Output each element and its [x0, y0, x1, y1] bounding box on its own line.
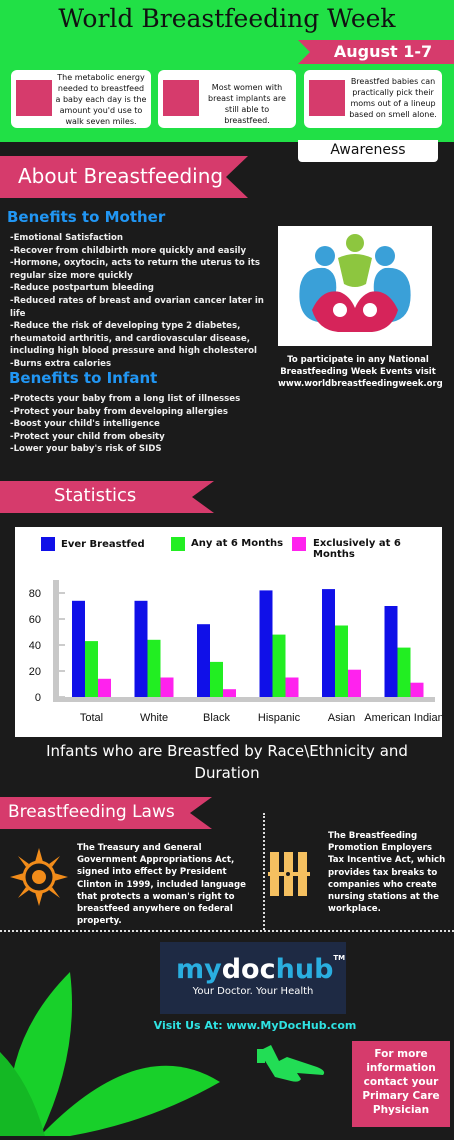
legend-swatch-ever: [41, 537, 55, 551]
laws-heading: Breastfeeding Laws: [8, 802, 175, 822]
x-tick-label: Black: [203, 712, 230, 724]
awareness-label: Awareness: [330, 142, 406, 158]
x-tick-label: Hispanic: [258, 712, 301, 724]
legend-label-ever: Ever Breastfed: [61, 539, 145, 550]
date-ribbon: [298, 40, 454, 64]
fact-card-1: The metabolic energy needed to breastfee…: [11, 70, 151, 128]
list-item: -Reduce postpartum bleeding: [10, 283, 154, 294]
law-1-text: The Treasury and General Government Appr…: [77, 843, 246, 927]
y-tick-label: 40: [29, 640, 41, 652]
laws-ribbon: [0, 797, 212, 829]
bar-1-5: [397, 647, 411, 697]
mydochub-logo[interactable]: mydochubTM Your Doctor. Your Health: [160, 942, 346, 1014]
x-axis-line: [53, 697, 435, 702]
fact-bullet-square: [16, 80, 52, 116]
brand-tagline: Your Doctor. Your Health: [192, 986, 314, 997]
y-tick-label: 20: [29, 666, 41, 678]
x-tick-label: Asian: [328, 712, 356, 724]
nursing-station-icon: [268, 850, 318, 902]
list-item: -Hormone, oxytocin, acts to return the u…: [10, 258, 260, 281]
list-item: -Burns extra calories: [10, 358, 112, 369]
bar-2-2: [223, 689, 236, 697]
list-item: -Protect your child from obesity: [10, 431, 165, 442]
legend-label-excl6: Exclusively at 6 Months: [313, 538, 401, 560]
mother-list: -Emotional Satisfaction -Recover from ch…: [10, 232, 272, 371]
about-ribbon: [0, 156, 248, 198]
list-item: -Reduce the risk of developing type 2 di…: [10, 321, 257, 357]
sunburst-icon: [10, 848, 68, 910]
bar-2-0: [98, 678, 111, 697]
breastfeeding-logo: [278, 226, 432, 346]
fact-text: Most women with breast implants are stil…: [208, 83, 286, 125]
page-title: World Breastfeeding Week: [58, 4, 396, 33]
list-item: -Reduced rates of breast and ovarian can…: [10, 295, 264, 319]
awareness-tab: [298, 140, 438, 162]
mother-heading: Benefits to Mother: [7, 208, 166, 226]
fact-card-3: Breastfed babies can practically pick th…: [304, 70, 442, 128]
bar-0-4: [322, 589, 335, 697]
bar-0-3: [259, 590, 273, 697]
list-item: -Lower your baby's risk of SIDS: [10, 444, 162, 455]
fact-text: The metabolic energy needed to breastfee…: [55, 73, 147, 126]
fact-bullet-square: [309, 80, 345, 116]
x-tick-label: White: [140, 712, 168, 724]
bar-2-3: [285, 677, 299, 697]
y-axis-line: [53, 580, 59, 697]
legend-swatch-excl6: [292, 537, 306, 551]
leaf-decoration: [0, 932, 230, 1140]
infant-list: -Protects your baby from a long list of …: [10, 393, 272, 456]
list-item: -Protect your baby from developing aller…: [10, 406, 228, 417]
list-item: -Protects your baby from a long list of …: [10, 394, 241, 404]
visit-link[interactable]: Visit Us At: www.MyDocHub.com: [153, 1019, 357, 1032]
fact-text: Breastfed babies can practically pick th…: [349, 77, 437, 119]
fact-card-2: Most women with breast implants are stil…: [158, 70, 296, 128]
statistics-ribbon: [0, 481, 214, 513]
section-divider-vertical: [263, 813, 265, 930]
bar-0-2: [197, 624, 210, 697]
bar-1-3: [272, 634, 286, 697]
y-tick-label: 80: [29, 588, 41, 600]
law-2-text: The Breastfeeding Promotion Employers Ta…: [328, 831, 446, 915]
infant-heading: Benefits to Infant: [9, 369, 158, 387]
legend-swatch-any6: [171, 537, 185, 551]
bar-1-0: [85, 641, 98, 697]
about-heading: About Breastfeeding: [18, 164, 224, 188]
event-date: August 1-7: [333, 42, 433, 61]
list-item: -Recover from childbirth more quickly an…: [10, 245, 247, 256]
bar-1-4: [335, 625, 348, 697]
contact-box: [352, 1041, 450, 1127]
section-divider: [0, 930, 454, 932]
breastfeeding-chart: Ever Breastfed Any at 6 Months Exclusive…: [15, 527, 442, 737]
participate-text: To participate in any National Breastfee…: [278, 355, 443, 389]
list-item: -Boost your child's intelligence: [10, 419, 160, 430]
bar-0-5: [384, 606, 398, 697]
x-tick-label: American Indian: [364, 712, 442, 724]
fact-bullet-square: [163, 80, 199, 116]
contact-text: For more information contact your Primar…: [362, 1048, 440, 1116]
statistics-heading: Statistics: [54, 485, 137, 506]
chart-plot: 0 20 40 60 80 Total White Black Hispanic Asian Ame…: [29, 580, 442, 724]
bar-1-1: [147, 639, 161, 697]
bar-2-4: [348, 669, 361, 697]
bar-0-0: [72, 600, 85, 697]
bar-1-2: [210, 661, 223, 697]
y-tick-label: 0: [35, 692, 41, 704]
brand-wordmark: mydochubTM: [176, 954, 346, 985]
bar-2-5: [410, 682, 424, 697]
chart-caption: Infants who are Breastfed by Race\Ethnic…: [46, 742, 408, 782]
bar-2-1: [160, 677, 174, 697]
bar-0-1: [134, 600, 148, 697]
legend-label-any6: Any at 6 Months: [191, 538, 284, 549]
pointing-hand-icon: [257, 1043, 329, 1089]
list-item: -Emotional Satisfaction: [10, 233, 123, 243]
x-tick-label: Total: [80, 712, 103, 724]
y-tick-label: 60: [29, 614, 41, 626]
